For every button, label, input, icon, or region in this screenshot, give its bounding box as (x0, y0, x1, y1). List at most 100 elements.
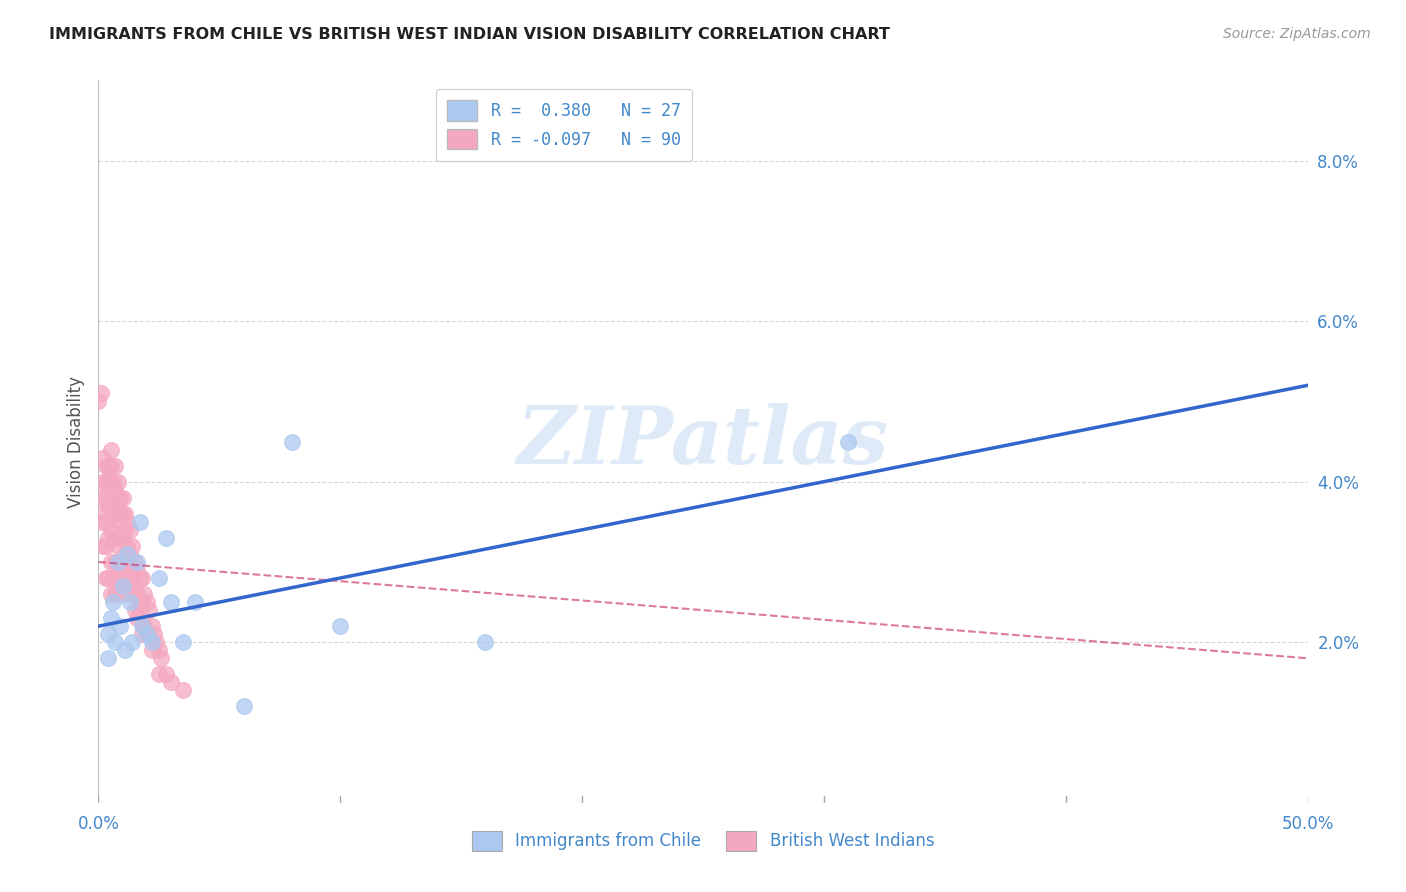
Point (127, 587, 149, 601)
Point (90, 515, 112, 529)
Point (127, 563, 149, 577)
Point (97, 499, 120, 513)
Point (91, 475, 114, 489)
Point (134, 587, 156, 601)
Point (107, 491, 129, 505)
Point (114, 547, 136, 561)
Point (160, 675, 183, 690)
Point (232, 699, 254, 714)
Point (108, 507, 131, 521)
Point (104, 555, 127, 569)
Point (124, 579, 146, 593)
Point (329, 619, 352, 633)
Point (117, 547, 139, 561)
Text: ZIPatlas: ZIPatlas (517, 403, 889, 480)
Point (141, 619, 163, 633)
Point (107, 539, 129, 553)
Point (107, 571, 129, 585)
Point (135, 627, 157, 641)
Point (94, 539, 117, 553)
Point (94, 491, 117, 505)
Point (121, 635, 143, 649)
Point (111, 555, 134, 569)
Point (107, 555, 129, 569)
Y-axis label: Vision Disability: Vision Disability (66, 376, 84, 508)
Point (114, 507, 136, 521)
Point (118, 523, 141, 537)
Point (91, 450, 114, 465)
Point (104, 587, 127, 601)
Point (150, 651, 173, 665)
Point (100, 523, 122, 537)
Point (104, 483, 127, 497)
Point (108, 531, 131, 545)
Point (94, 571, 117, 585)
Point (108, 491, 131, 505)
Point (97, 531, 120, 545)
Point (148, 643, 170, 657)
Point (101, 595, 124, 609)
Point (121, 587, 143, 601)
Point (114, 579, 136, 593)
Point (111, 531, 134, 545)
Point (121, 539, 143, 553)
Point (134, 619, 156, 633)
Point (100, 475, 122, 489)
Point (160, 595, 183, 609)
Point (172, 683, 194, 698)
Point (104, 635, 127, 649)
Point (131, 627, 153, 641)
Point (148, 571, 170, 585)
Point (118, 579, 141, 593)
Point (94, 458, 117, 473)
Point (101, 475, 124, 489)
Point (111, 587, 134, 601)
Point (111, 491, 134, 505)
Point (124, 603, 146, 617)
Point (117, 515, 139, 529)
Point (108, 619, 131, 633)
Point (124, 555, 146, 569)
Point (101, 507, 124, 521)
Point (128, 571, 150, 585)
Point (90, 386, 112, 401)
Point (145, 635, 167, 649)
Point (111, 507, 134, 521)
Point (104, 458, 127, 473)
Point (118, 547, 141, 561)
Point (91, 507, 114, 521)
Point (97, 475, 120, 489)
Point (107, 515, 129, 529)
Point (184, 595, 207, 609)
Point (117, 539, 139, 553)
Point (108, 563, 131, 577)
Point (97, 571, 120, 585)
Point (131, 595, 153, 609)
Point (100, 458, 122, 473)
Point (94, 515, 117, 529)
Point (97, 651, 120, 665)
Point (474, 635, 496, 649)
Point (87, 394, 110, 409)
Text: Source: ZipAtlas.com: Source: ZipAtlas.com (1223, 27, 1371, 41)
Point (155, 531, 177, 545)
Point (135, 627, 157, 641)
Point (100, 611, 122, 625)
Point (128, 515, 150, 529)
Point (127, 611, 149, 625)
Point (101, 571, 124, 585)
Point (172, 635, 194, 649)
Point (91, 539, 114, 553)
Text: IMMIGRANTS FROM CHILE VS BRITISH WEST INDIAN VISION DISABILITY CORRELATION CHART: IMMIGRANTS FROM CHILE VS BRITISH WEST IN… (49, 27, 890, 42)
Point (128, 603, 150, 617)
Point (100, 499, 122, 513)
Point (100, 587, 122, 601)
Point (121, 563, 143, 577)
Point (111, 579, 134, 593)
Point (127, 555, 149, 569)
Point (148, 667, 170, 681)
Point (131, 571, 153, 585)
Point (94, 475, 117, 489)
Point (281, 434, 304, 449)
Point (100, 442, 122, 457)
